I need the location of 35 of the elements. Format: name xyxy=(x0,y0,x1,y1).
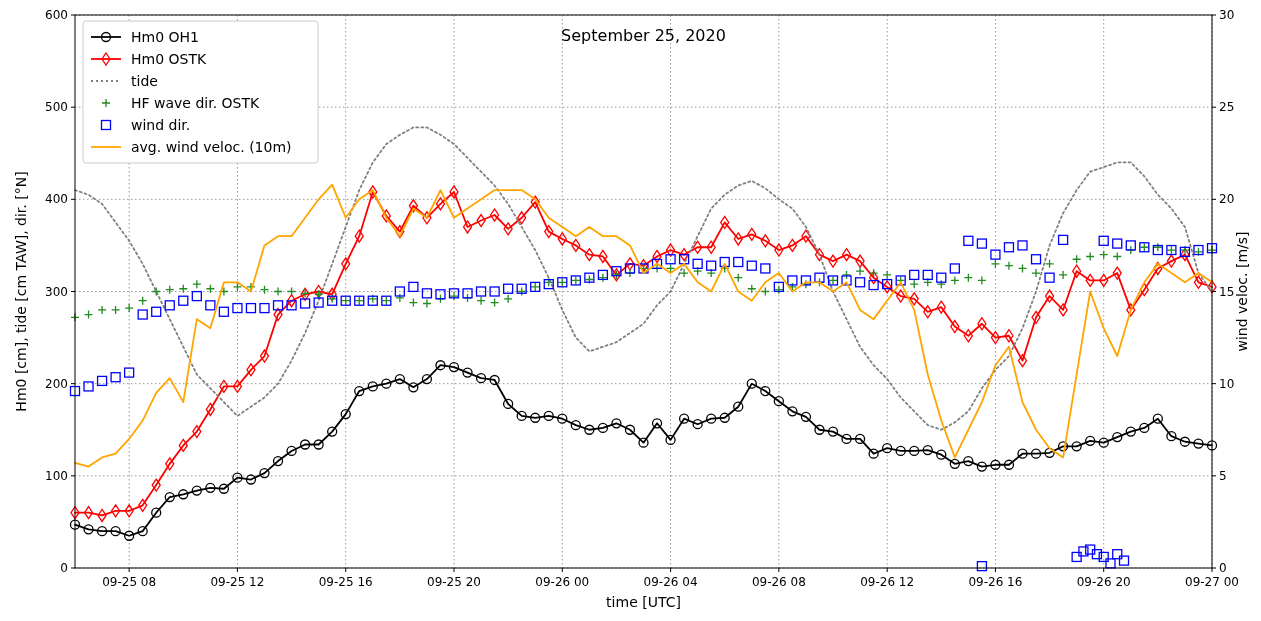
text: September 25, 2020 xyxy=(561,26,726,45)
y2-tick-label: 5 xyxy=(1219,468,1227,483)
legend-label: wind dir. xyxy=(131,117,191,133)
y-axis-title: Hm0 [cm], tide [cm TAW], dir. [°N] xyxy=(13,171,29,412)
x-tick-label: 09-25 20 xyxy=(427,575,481,589)
y-tick-label: 0 xyxy=(60,561,68,575)
legend-label: tide xyxy=(131,73,158,89)
y2-tick-label: 30 xyxy=(1219,8,1235,22)
y2-tick-label: 10 xyxy=(1219,376,1235,391)
x-tick-label: 09-25 12 xyxy=(210,575,265,589)
y-tick-label: 200 xyxy=(45,376,68,391)
y2-tick-label: 20 xyxy=(1219,192,1235,207)
legend-label: HF wave dir. OSTK xyxy=(131,95,261,111)
y2-tick-label: 15 xyxy=(1219,284,1235,299)
x-tick-label: 09-26 20 xyxy=(1076,575,1131,589)
y2-axis-title: wind veloc. [m/s] xyxy=(1234,231,1250,352)
x-tick-label: 09-25 08 xyxy=(102,575,157,589)
y-tick-label: 300 xyxy=(45,284,68,299)
y2-tick-label: 25 xyxy=(1219,100,1235,115)
x-tick-label: 09-26 16 xyxy=(968,575,1023,589)
legend-label: avg. wind veloc. (10m) xyxy=(131,139,292,155)
x-tick-label: 09-26 08 xyxy=(751,575,806,589)
y-tick-label: 100 xyxy=(45,468,68,483)
x-axis-title: time [UTC] xyxy=(606,594,681,610)
y-tick-label: 600 xyxy=(45,8,68,22)
x-tick-label: 09-25 16 xyxy=(318,575,373,589)
x-tick-label: 09-26 12 xyxy=(860,575,915,589)
y-tick-label: 400 xyxy=(45,192,68,207)
x-tick-label: 09-26 04 xyxy=(643,575,698,589)
legend-label: Hm0 OSTK xyxy=(131,51,207,67)
legend-label: Hm0 OH1 xyxy=(131,29,199,45)
y-tick-label: 500 xyxy=(45,100,68,115)
y2-tick-label: 0 xyxy=(1219,561,1227,575)
x-tick-label: 09-27 00 xyxy=(1185,575,1239,589)
x-tick-label: 09-26 00 xyxy=(535,575,590,589)
